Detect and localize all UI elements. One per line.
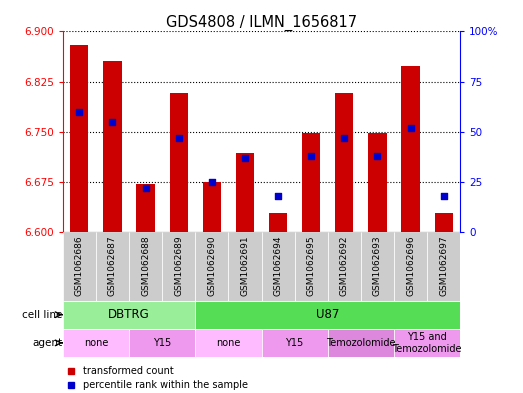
- Bar: [294, 232, 328, 301]
- Text: DBTRG: DBTRG: [108, 308, 150, 321]
- Text: GSM1062690: GSM1062690: [207, 235, 217, 296]
- Bar: [70, 45, 88, 232]
- Bar: [328, 329, 394, 357]
- Bar: [169, 93, 188, 232]
- Text: GSM1062696: GSM1062696: [406, 235, 415, 296]
- Bar: [328, 232, 361, 301]
- Bar: [427, 232, 460, 301]
- Point: [340, 134, 348, 141]
- Point: [175, 134, 183, 141]
- Bar: [195, 301, 460, 329]
- Text: Y15: Y15: [153, 338, 171, 348]
- Bar: [361, 232, 394, 301]
- Text: GSM1062693: GSM1062693: [373, 235, 382, 296]
- Point: [141, 185, 150, 191]
- Text: Temozolomide: Temozolomide: [326, 338, 395, 348]
- Bar: [195, 329, 262, 357]
- Point: [208, 178, 216, 185]
- Text: agent: agent: [32, 338, 62, 348]
- Bar: [236, 153, 254, 232]
- Bar: [262, 329, 328, 357]
- Point: [241, 154, 249, 161]
- Text: GSM1062692: GSM1062692: [340, 235, 349, 296]
- Bar: [203, 182, 221, 232]
- Bar: [302, 133, 320, 232]
- Bar: [262, 232, 294, 301]
- Bar: [63, 329, 129, 357]
- Bar: [104, 61, 121, 232]
- Bar: [63, 301, 195, 329]
- Bar: [402, 66, 419, 232]
- Text: GSM1062689: GSM1062689: [174, 235, 183, 296]
- Text: percentile rank within the sample: percentile rank within the sample: [83, 380, 247, 390]
- Bar: [129, 329, 195, 357]
- Bar: [269, 213, 287, 232]
- Bar: [368, 133, 386, 232]
- Point: [274, 193, 282, 199]
- Bar: [63, 232, 96, 301]
- Text: cell line: cell line: [22, 310, 62, 320]
- Bar: [335, 93, 354, 232]
- Bar: [435, 213, 453, 232]
- Point: [75, 108, 84, 115]
- Text: U87: U87: [316, 308, 339, 321]
- Point: [108, 118, 117, 125]
- Bar: [137, 184, 155, 232]
- Point: [373, 152, 382, 159]
- Title: GDS4808 / ILMN_1656817: GDS4808 / ILMN_1656817: [166, 15, 357, 31]
- Bar: [394, 329, 460, 357]
- Text: GSM1062694: GSM1062694: [274, 235, 282, 296]
- Text: GSM1062695: GSM1062695: [306, 235, 316, 296]
- Bar: [162, 232, 195, 301]
- Point: [406, 125, 415, 131]
- Bar: [394, 232, 427, 301]
- Text: GSM1062688: GSM1062688: [141, 235, 150, 296]
- Text: GSM1062697: GSM1062697: [439, 235, 448, 296]
- Text: GSM1062691: GSM1062691: [241, 235, 249, 296]
- Text: Y15 and
Temozolomide: Y15 and Temozolomide: [392, 332, 462, 354]
- Point: [439, 193, 448, 199]
- Text: none: none: [84, 338, 108, 348]
- Bar: [129, 232, 162, 301]
- Bar: [96, 232, 129, 301]
- Text: transformed count: transformed count: [83, 366, 174, 376]
- Bar: [195, 232, 229, 301]
- Text: GSM1062686: GSM1062686: [75, 235, 84, 296]
- Text: Y15: Y15: [286, 338, 304, 348]
- Text: none: none: [216, 338, 241, 348]
- Bar: [229, 232, 262, 301]
- Point: [307, 152, 315, 159]
- Text: GSM1062687: GSM1062687: [108, 235, 117, 296]
